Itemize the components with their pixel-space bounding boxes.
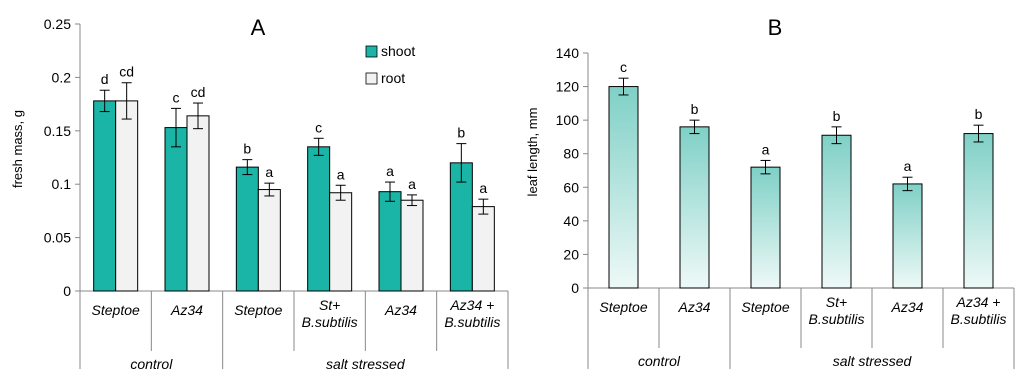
panel-b-significance-label: b: [691, 101, 699, 117]
panel-b-y-tick-label: 80: [563, 146, 579, 162]
panel-a-significance-label: d: [101, 71, 109, 87]
panel-a-significance-label: a: [408, 176, 416, 192]
panel-a-significance-label: a: [479, 180, 487, 196]
panel-b-significance-label: c: [620, 59, 627, 75]
panel-a-bar: [235, 166, 259, 292]
panel-a-significance-label: a: [265, 164, 273, 180]
panel-b-bar: [821, 134, 852, 289]
panel-b-category-label: Steptoe: [741, 299, 789, 315]
panel-a-significance-label: cd: [191, 84, 206, 100]
panel-a-bar: [186, 115, 210, 292]
legend-root-swatch: [365, 72, 378, 85]
panel-b-bar: [750, 166, 781, 289]
panel-a-significance-label: cd: [119, 64, 134, 80]
panel-b-category-label: Az34: [891, 299, 924, 315]
panel-a-bar: [257, 189, 281, 292]
panel-b-y-tick-label: 40: [563, 213, 579, 229]
panel-b-significance-label: b: [975, 106, 983, 122]
panel-a-bar: [164, 127, 188, 292]
panel-a-y-tick-label: 0: [63, 283, 71, 299]
panel-a-group-label: salt stressed: [326, 356, 406, 369]
panel-a-significance-label: c: [315, 119, 322, 135]
panel-b-group-label: salt stressed: [833, 353, 913, 369]
panel-a-significance-label: a: [386, 163, 394, 179]
panel-b-significance-label: a: [762, 141, 770, 157]
panel-a-significance-label: a: [337, 166, 345, 182]
panel-b-bar: [679, 126, 710, 289]
panel-b-y-tick-label: 100: [556, 112, 580, 128]
panel-b-group-label: control: [638, 353, 681, 369]
panel-a-category-label: Az34: [170, 302, 203, 318]
panel-b-y-axis-label: leaf length, mm: [525, 108, 540, 197]
panel-a-y-axis-label: fresh mass, g: [10, 110, 25, 188]
panel-a-label: A: [251, 15, 266, 40]
panel-a-category-label: B.subtilis: [444, 314, 500, 330]
panel-b-significance-label: a: [904, 158, 912, 174]
panel-b-y-tick-label: 0: [571, 280, 579, 296]
panel-a-plot: 0 0.05 0.1 0.15 0.2 0.25 Steptoe Az34 Steptoe St+…: [44, 16, 509, 374]
panel-a-significance-label: b: [243, 141, 251, 157]
panel-b-category-label: Az34: [678, 299, 711, 315]
panel-a-y-tick-label: 0.1: [52, 176, 72, 192]
panel-b-category-label: St+: [826, 294, 847, 310]
panel-a-bar: [329, 192, 353, 292]
panel-a-bar: [471, 206, 495, 292]
panel-a-y-tick-label: 0.2: [52, 69, 72, 85]
panel-a-y-tick-label: 0.05: [44, 230, 71, 246]
panel-a-category-label: Steptoe: [92, 302, 140, 318]
panel-a-category-label: Az34 +: [449, 297, 494, 313]
panel-b-label: B: [768, 15, 783, 40]
legend-root-label: root: [381, 70, 405, 86]
panel-b-category-label: B.subtilis: [808, 311, 864, 327]
panel-a-y-tick-label: 0.25: [44, 16, 71, 32]
panel-b-category-label: Az34 +: [956, 294, 1001, 310]
panel-b-y-tick-label: 140: [556, 45, 580, 61]
panel-a-category-label: B.subtilis: [302, 314, 358, 330]
panel-a-group-label: control: [130, 356, 173, 369]
panel-a-significance-label: c: [173, 89, 180, 105]
panel-a-category-label: Steptoe: [234, 302, 282, 318]
panel-b-category-label: Steptoe: [599, 299, 647, 315]
legend-shoot-swatch: [365, 45, 378, 58]
panel-a-significance-label: b: [457, 125, 465, 141]
panel-a-y-tick-label: 0.15: [44, 123, 71, 139]
panel-b-bar: [892, 183, 923, 289]
panel-a-category-label: Az34: [384, 302, 417, 318]
panel-a-bar: [307, 146, 331, 292]
panel-b-bar: [963, 133, 994, 289]
panel-a-category-label: St+: [319, 297, 340, 313]
panel-a-legend: shoot root: [365, 43, 415, 86]
panel-a-bar: [378, 191, 402, 292]
panel-a-bar: [400, 199, 424, 292]
panel-b-y-tick-label: 120: [556, 79, 580, 95]
panel-a-bar: [93, 100, 117, 292]
panel-b-y-tick-label: 20: [563, 246, 579, 262]
panel-b-y-tick-label: 60: [563, 179, 579, 195]
panel-a-bar: [115, 100, 139, 292]
panel-b-bar: [608, 86, 639, 289]
panel-b-significance-label: b: [833, 108, 841, 124]
panel-b-category-label: B.subtilis: [950, 311, 1006, 327]
legend-shoot-label: shoot: [381, 43, 415, 59]
